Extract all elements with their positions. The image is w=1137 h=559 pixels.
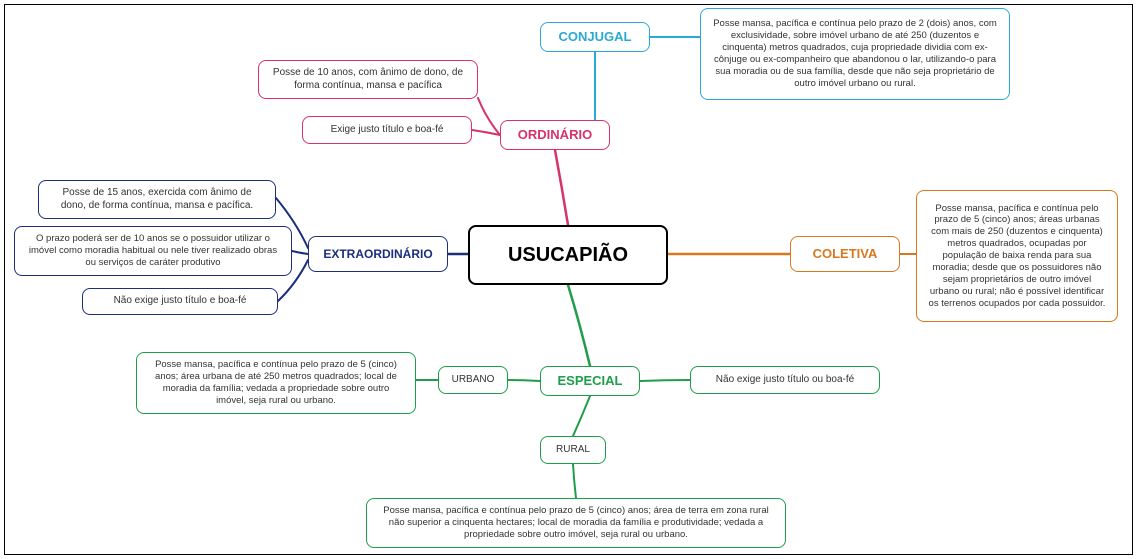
sub-boa-fe: Não exige justo título ou boa-fé: [690, 366, 880, 394]
ext-3: Não exige justo título e boa-fé: [82, 288, 278, 315]
ext-2: O prazo poderá ser de 10 anos se o possu…: [14, 226, 292, 276]
branch-especial: ESPECIAL: [540, 366, 640, 396]
urbano-desc: Posse mansa, pacífica e contínua pelo pr…: [136, 352, 416, 414]
rural-desc: Posse mansa, pacífica e contínua pelo pr…: [366, 498, 786, 548]
sub-rural: RURAL: [540, 436, 606, 464]
branch-extraordinario: EXTRAORDINÁRIO: [308, 236, 448, 272]
ext-1: Posse de 15 anos, exercida com ânimo de …: [38, 180, 276, 219]
branch-coletiva: COLETIVA: [790, 236, 900, 272]
ord-2: Exige justo título e boa-fé: [302, 116, 472, 144]
sub-urbano: URBANO: [438, 366, 508, 394]
center-node: USUCAPIÃO: [468, 225, 668, 285]
branch-ordinario: ORDINÁRIO: [500, 120, 610, 150]
col-1: Posse mansa, pacífica e contínua pelo pr…: [916, 190, 1118, 322]
ord-1: Posse de 10 anos, com ânimo de dono, de …: [258, 60, 478, 99]
branch-conjugal: CONJUGAL: [540, 22, 650, 52]
conjugal-desc: Posse mansa, pacífica e contínua pelo pr…: [700, 8, 1010, 100]
